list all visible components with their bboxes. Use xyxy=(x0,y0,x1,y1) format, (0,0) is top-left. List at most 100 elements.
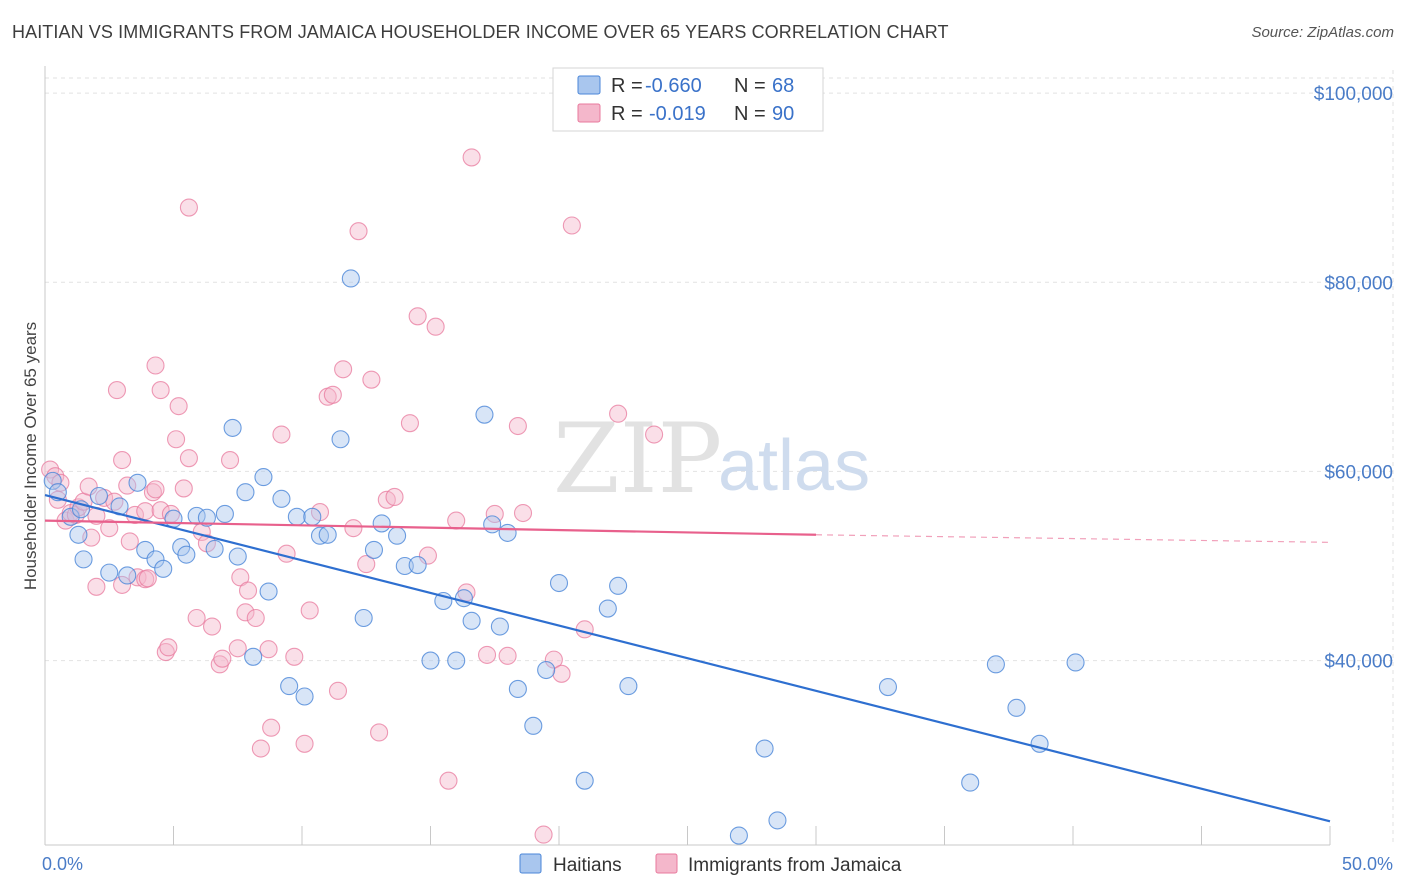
jamaica-point xyxy=(87,577,106,596)
jamaica-point xyxy=(146,356,165,375)
legend-r-label: R = xyxy=(611,75,643,97)
y-axis-label: Householder Income Over 65 years xyxy=(21,322,40,590)
haitians-point xyxy=(447,651,466,670)
jamaica-point xyxy=(262,718,281,737)
haitians-point xyxy=(128,473,147,492)
jamaica-point xyxy=(408,307,427,326)
jamaica-point xyxy=(146,480,165,499)
jamaica-point xyxy=(151,501,170,520)
haitians-point xyxy=(364,540,384,559)
jamaica-point xyxy=(295,734,314,753)
haitians-point xyxy=(295,687,314,706)
jamaica-point xyxy=(477,645,497,664)
haitians-point xyxy=(310,526,330,545)
haitians-point xyxy=(280,677,299,696)
jamaica-point xyxy=(277,544,296,563)
haitians-point xyxy=(197,508,216,527)
jamaica-point xyxy=(236,603,255,622)
haitians-point xyxy=(508,679,527,698)
jamaica-point xyxy=(138,569,157,588)
watermark-atlas: atlas xyxy=(718,426,870,506)
jamaica-point xyxy=(174,479,193,498)
legend-r-value: -0.660 xyxy=(645,75,702,97)
haitians-point xyxy=(331,430,350,449)
jamaica-point xyxy=(349,222,368,241)
jamaica-point xyxy=(167,430,186,449)
jamaica-point xyxy=(151,381,170,400)
haitians-point xyxy=(228,547,247,566)
jamaica-point xyxy=(485,504,504,524)
jamaica-point xyxy=(231,568,250,587)
series-haitians-points xyxy=(43,269,1085,845)
axes xyxy=(44,66,1331,846)
haitians-point xyxy=(549,573,569,593)
jamaica-point xyxy=(113,451,132,470)
jamaica-point xyxy=(562,216,581,235)
legend-swatch-haitians xyxy=(577,75,601,95)
y-tick-label: $100,000 xyxy=(1314,84,1393,105)
jamaica-point xyxy=(334,360,353,379)
haitians-point xyxy=(205,539,224,559)
haitians-point xyxy=(100,563,119,582)
haitians-point xyxy=(498,523,517,542)
haitians-point xyxy=(768,811,787,830)
watermark-zip: ZIP xyxy=(553,403,722,515)
jamaica-point xyxy=(228,639,247,658)
jamaica-point xyxy=(203,617,222,636)
series-jamaica-points xyxy=(41,148,664,844)
haitians-point xyxy=(524,716,543,735)
x-tick-label: 0.0% xyxy=(42,854,83,874)
jamaica-trend-extension xyxy=(815,534,1331,543)
jamaica-point xyxy=(285,647,304,666)
jamaica-point xyxy=(370,723,389,742)
haitians-point xyxy=(236,483,255,502)
legend-n-value: 68 xyxy=(772,75,794,97)
jamaica-point xyxy=(213,649,232,668)
legend-swatch-jamaica xyxy=(577,103,601,123)
jamaica-point xyxy=(426,317,445,336)
haitians-point xyxy=(619,677,638,696)
haitians-point xyxy=(259,582,278,601)
source-label: Source: ZipAtlas.com xyxy=(1251,24,1394,41)
jamaica-point xyxy=(328,681,348,700)
haitians-point xyxy=(118,566,137,585)
haitians-point xyxy=(755,739,774,758)
haitians-point xyxy=(372,514,391,533)
jamaica-point xyxy=(508,416,527,436)
jamaica-point xyxy=(118,476,137,495)
bottom-legend-jamaica: Immigrants from Jamaica xyxy=(688,855,902,876)
haitians-point xyxy=(483,515,502,534)
jamaica-point xyxy=(513,503,533,523)
series-legend: Haitians Immigrants from Jamaica xyxy=(519,853,902,876)
jamaica-point xyxy=(400,414,419,433)
legend-r-value: -0.019 xyxy=(649,103,706,125)
haitians-point xyxy=(388,526,407,545)
jamaica-point xyxy=(143,483,162,502)
jamaica-point xyxy=(169,397,188,416)
haitians-point xyxy=(598,599,617,618)
jamaica-point xyxy=(238,581,258,600)
jamaica-point xyxy=(645,425,664,444)
haitians-point xyxy=(537,660,556,680)
haitians-point xyxy=(164,509,183,528)
haitians-point xyxy=(254,468,273,487)
haitians-point xyxy=(272,489,291,508)
haitians-point xyxy=(244,647,263,666)
y-tick-label: $80,000 xyxy=(1324,273,1393,294)
haitians-point xyxy=(318,525,337,544)
haitians-point xyxy=(1007,698,1026,717)
jamaica-point xyxy=(179,198,198,217)
jamaica-point xyxy=(344,519,363,538)
jamaica-trend-line xyxy=(44,519,817,536)
haitians-point xyxy=(303,507,322,526)
haitians-point xyxy=(462,611,481,630)
jamaica-point xyxy=(362,370,381,389)
haitians-point xyxy=(1066,653,1085,672)
y-tick-label: $60,000 xyxy=(1324,462,1393,483)
jamaica-point xyxy=(552,664,571,683)
legend-n-label: N = xyxy=(734,103,766,125)
haitians-point xyxy=(69,525,88,544)
haitians-point xyxy=(454,589,473,608)
haitians-point xyxy=(729,826,748,845)
